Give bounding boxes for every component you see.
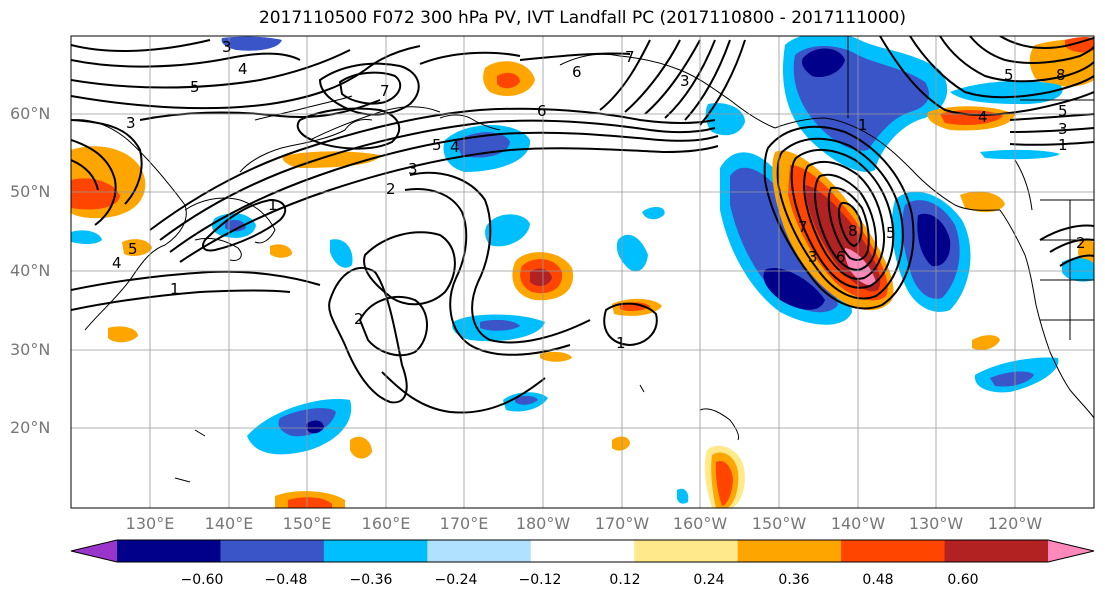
lat-label: 30°N bbox=[10, 340, 51, 359]
lon-label: 160°W bbox=[672, 514, 728, 533]
colorbar-tick-label: −0.48 bbox=[264, 572, 308, 588]
colorbar-tick-label: 0.48 bbox=[862, 572, 894, 588]
colorbar-tick-label: −0.12 bbox=[518, 572, 562, 588]
map-title: 2017110500 F072 300 hPa PV, IVT Landfall… bbox=[258, 8, 906, 28]
colorbar-tick-label: −0.24 bbox=[434, 572, 478, 588]
lat-label: 40°N bbox=[10, 261, 51, 280]
colorbar-tick-label: 0.24 bbox=[693, 572, 725, 588]
contour-label: 4 bbox=[978, 108, 988, 126]
colorbar-extend-high bbox=[1048, 540, 1094, 562]
contour-label: 2 bbox=[354, 310, 364, 328]
contour-label: 6 bbox=[572, 63, 582, 81]
colorbar-bin bbox=[944, 540, 1049, 562]
contour-label: 8 bbox=[1056, 66, 1066, 84]
lon-label: 180°W bbox=[515, 514, 571, 533]
contour-label: 4 bbox=[112, 254, 122, 272]
contour-label: 3 bbox=[680, 72, 690, 90]
lon-label: 130°W bbox=[908, 514, 964, 533]
colorbar-bin bbox=[323, 540, 428, 562]
lon-label: 130°E bbox=[125, 514, 175, 533]
lon-label: 120°W bbox=[987, 514, 1043, 533]
contour-label: 3 bbox=[126, 114, 136, 132]
lon-label: 150°E bbox=[282, 514, 332, 533]
contour-label: 1 bbox=[858, 116, 868, 134]
colorbar-tick-label: 0.60 bbox=[947, 572, 979, 588]
lon-label: 170°E bbox=[439, 514, 489, 533]
colorbar-bin bbox=[117, 540, 221, 562]
gridlines bbox=[71, 36, 1094, 508]
colorbar-bin bbox=[634, 540, 739, 562]
colorbar-tick-label: −0.60 bbox=[180, 572, 224, 588]
contour-label: 6 bbox=[537, 102, 547, 120]
colorbar-bin bbox=[737, 540, 842, 562]
contour-label: 7 bbox=[798, 218, 808, 236]
lat-label: 60°N bbox=[10, 104, 51, 123]
contour-label: 4 bbox=[238, 60, 248, 78]
contour-label: 5 bbox=[1058, 102, 1068, 120]
contour-label: 6 bbox=[836, 248, 846, 266]
map-frame bbox=[70, 35, 1095, 509]
contour-label: 3 bbox=[408, 160, 418, 178]
lon-label: 150°W bbox=[751, 514, 807, 533]
colorbar-bin bbox=[530, 540, 635, 562]
contour-label: 1 bbox=[616, 334, 626, 352]
lat-label: 20°N bbox=[10, 418, 51, 437]
pv-shading bbox=[71, 36, 1094, 508]
contour-label: 3 bbox=[222, 38, 232, 56]
colorbar-bin bbox=[220, 540, 325, 562]
contour-label: 3 bbox=[808, 248, 818, 266]
lon-label: 140°E bbox=[204, 514, 254, 533]
contour-label: 5 bbox=[1004, 66, 1014, 84]
contour-label: 7 bbox=[380, 82, 390, 100]
contour-label: 5 bbox=[886, 224, 896, 242]
colorbar-bin bbox=[427, 540, 532, 562]
contour-label: 2 bbox=[1076, 234, 1086, 252]
contour-label: 5 bbox=[432, 136, 442, 154]
contour-label: 5 bbox=[190, 78, 200, 96]
lon-label: 140°W bbox=[830, 514, 886, 533]
contour-label: 1 bbox=[1058, 136, 1068, 154]
colorbar-extend-low bbox=[71, 540, 117, 562]
contour-label: 1 bbox=[170, 280, 180, 298]
lon-label: 160°E bbox=[361, 514, 411, 533]
lat-label: 50°N bbox=[10, 182, 51, 201]
colorbar-tick-label: 0.36 bbox=[778, 572, 810, 588]
contour-label: 4 bbox=[450, 138, 460, 156]
colorbar-tick-label: −0.36 bbox=[349, 572, 393, 588]
contour-label: 8 bbox=[848, 222, 858, 240]
contour-label: 7 bbox=[625, 48, 635, 66]
contour-label: 5 bbox=[128, 240, 138, 258]
colorbar-tick-label: 0.12 bbox=[609, 572, 641, 588]
ivt-contours bbox=[71, 36, 1094, 414]
contour-labels: 3 4 5 3 7 6 7 6 5 4 3 2 1 1 2 1 5 8 7 6 … bbox=[112, 38, 1086, 352]
lon-label: 170°W bbox=[594, 514, 650, 533]
colorbar bbox=[70, 539, 1095, 563]
colorbar-outline bbox=[70, 539, 1095, 563]
contour-label: 1 bbox=[268, 196, 278, 214]
contour-label: 3 bbox=[1058, 120, 1068, 138]
contour-label: 2 bbox=[386, 180, 396, 198]
colorbar-bin bbox=[841, 540, 946, 562]
